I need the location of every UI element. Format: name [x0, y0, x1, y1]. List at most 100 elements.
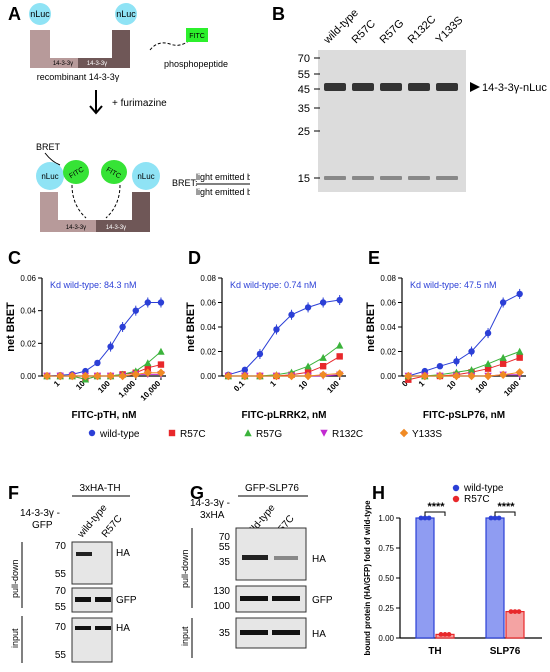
protein-monomer-left [30, 30, 78, 68]
data-point [272, 371, 281, 381]
data-point [106, 371, 115, 381]
construct-label: GFP-SLP76 [245, 483, 299, 494]
y-tick-label: 0.04 [380, 323, 396, 332]
panel-g-blot: GFP-SLP76 14-3-3γ - 3xHA wild-type R57C … [180, 483, 333, 658]
marker-label: 70 [55, 586, 67, 597]
nluc-label: nLuc [137, 172, 154, 181]
data-point [483, 371, 493, 381]
data-point [421, 367, 429, 375]
input-label: input [10, 628, 20, 648]
protein-band [380, 83, 402, 91]
band [272, 596, 300, 601]
x-axis-label: FITC-pTH, nM [72, 410, 137, 421]
data-point [303, 371, 313, 381]
data-point [224, 371, 233, 381]
band-label: HA [116, 623, 130, 634]
bait-label-2: 3xHA [200, 510, 225, 521]
data-point [255, 371, 265, 381]
data-point [467, 371, 476, 381]
band [75, 626, 91, 630]
legend-marker [452, 484, 460, 492]
data-point [435, 371, 445, 381]
protein-label: 14-3-3γ [87, 61, 107, 67]
data-point [516, 290, 523, 298]
chart-e: 0.00 0.02 0.04 0.06 0.08 0 1 10 100 1000 net BRET F… [365, 274, 526, 421]
legend-label: R132C [332, 429, 363, 440]
y-tick-label: 0.25 [378, 604, 394, 613]
x-tick-label: 1 [417, 379, 427, 389]
band-label: GFP [312, 595, 333, 606]
data-point [468, 348, 475, 355]
data-point [418, 515, 424, 521]
data-point [256, 350, 264, 358]
nluc-glow-right [115, 3, 137, 25]
band [95, 626, 111, 630]
band-label: HA [116, 548, 130, 559]
blot-ha-input [71, 617, 113, 663]
data-point [499, 360, 507, 367]
legend-label: R57C [464, 494, 490, 505]
data-point [119, 323, 126, 331]
y-tick-label: 0.00 [20, 372, 36, 381]
data-point [240, 371, 250, 381]
y-tick-label: 0.08 [380, 274, 396, 283]
data-point [516, 609, 522, 614]
y-tick-label: 0.02 [380, 348, 396, 357]
data-point [484, 365, 492, 372]
data-point [452, 371, 461, 381]
fitc-glow-right [101, 160, 127, 184]
chart-legend: wild-type R57C R57G R132C Y133S [88, 428, 442, 440]
down-arrow-icon [89, 90, 103, 115]
x-tick-label: 100 [325, 379, 341, 395]
y-tick-label: 0.75 [378, 544, 394, 553]
chart-h: 0.00 0.25 0.50 0.75 1.00 bound protein (HA/GF… [363, 483, 542, 657]
band [75, 597, 91, 602]
y-tick-label: 1.00 [378, 514, 394, 523]
data-point [499, 299, 507, 306]
series-line [47, 364, 162, 380]
data-point [484, 360, 492, 367]
significance-bracket [424, 511, 446, 516]
marker-label: 100 [213, 601, 230, 612]
protein-band [436, 83, 458, 91]
data-point [304, 304, 312, 311]
data-point [118, 371, 127, 381]
data-point [319, 353, 327, 361]
legend-marker [452, 495, 460, 503]
data-point [446, 632, 452, 637]
phosphopeptide-label: phosphopeptide [164, 59, 228, 69]
band-label: HA [312, 629, 326, 640]
data-point [131, 370, 140, 379]
protein-band [324, 83, 346, 91]
faint-band [408, 176, 430, 180]
bar [505, 611, 525, 639]
nluc-glow-left [36, 162, 64, 190]
x-tick-label: 10 [297, 379, 310, 392]
data-point [319, 363, 327, 370]
marker-label: 55 [55, 569, 67, 580]
data-point [404, 371, 413, 381]
data-point [107, 343, 114, 350]
data-point [82, 367, 89, 375]
legend-marker [168, 429, 176, 437]
significance-label: **** [497, 501, 515, 513]
data-point [420, 371, 430, 381]
y-tick-label: 0.50 [378, 574, 394, 583]
nluc-glow-left [29, 3, 51, 25]
panel-letter-g: G [190, 483, 205, 503]
legend-marker [399, 428, 409, 438]
protein-monomer-left [40, 192, 96, 232]
panel-letter-c: C [8, 248, 21, 268]
pulldown-label: pull-down [10, 559, 20, 598]
y-axis-label: net BRET [365, 302, 377, 352]
marker-label: 70 [219, 532, 231, 543]
data-point [319, 299, 327, 306]
legend-label: R57G [256, 429, 282, 440]
data-point [499, 353, 507, 361]
panel-f-blot: 3xHA-TH 14-3-3γ - GFP wild-type R57C pul… [10, 483, 137, 663]
construct-label: 3xHA-TH [79, 483, 120, 494]
data-point [484, 329, 492, 337]
panel-letter-a: A [8, 4, 21, 24]
